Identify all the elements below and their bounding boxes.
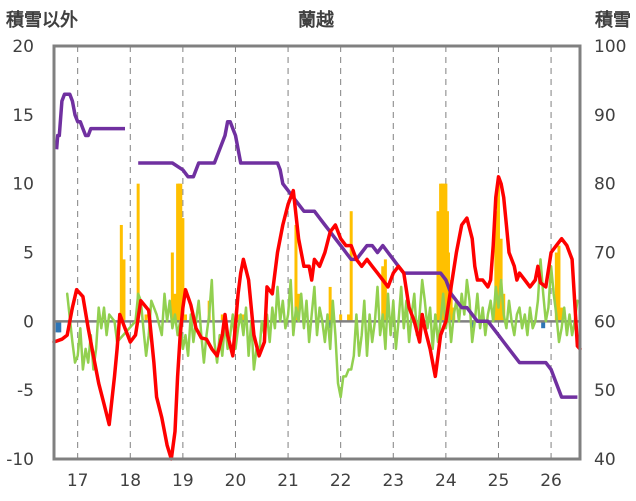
x-tick-label: 23 <box>382 471 404 491</box>
other-series-line <box>65 258 579 399</box>
negative-bar <box>328 321 333 329</box>
x-tick-label: 21 <box>277 471 299 491</box>
negative-bar <box>541 321 546 329</box>
precipitation-bar <box>557 245 561 322</box>
left-axis-label: 積雪以外 <box>5 9 78 31</box>
precipitation-bar <box>496 183 500 322</box>
right-axis-label: 積雪 <box>594 9 631 31</box>
x-tick-label: 19 <box>172 471 194 491</box>
precipitation-bar <box>328 286 332 322</box>
precipitation-bar <box>184 314 187 322</box>
negative-bar <box>57 321 62 333</box>
precipitation-bar <box>236 314 240 322</box>
precipitation-bar <box>294 224 298 322</box>
left-axis-ticks: -10 -5 0 5 10 15 20 <box>6 37 34 470</box>
precipitation-bar <box>381 266 385 322</box>
plot-frame <box>52 44 582 461</box>
precipitation-bar <box>179 183 183 322</box>
left-tick-label: 5 <box>23 244 34 264</box>
chart-title: 蘭越 <box>298 9 335 31</box>
x-tick-label: 17 <box>67 471 89 491</box>
x-tick-label: 26 <box>540 471 562 491</box>
precipitation-bar <box>181 218 185 322</box>
precipitation-bar <box>170 252 174 322</box>
right-tick-label: 80 <box>594 175 616 195</box>
precipitation-bar <box>436 211 440 322</box>
precipitation-bar <box>349 211 353 322</box>
precipitation-bar <box>297 293 301 322</box>
x-axis-ticks: 17 18 19 20 21 22 23 24 25 26 <box>67 471 562 491</box>
left-tick-label: -5 <box>17 381 34 401</box>
precipitation-bar <box>144 314 148 322</box>
right-axis-ticks: 40 50 60 70 80 90 100 <box>594 37 626 470</box>
precipitation-bar <box>173 293 177 322</box>
precipitation-bar <box>339 314 343 322</box>
left-tick-label: -10 <box>6 450 34 470</box>
right-tick-label: 100 <box>594 37 626 57</box>
precipitation-bar <box>449 280 453 322</box>
left-tick-label: 20 <box>12 37 34 57</box>
right-tick-label: 50 <box>594 381 616 401</box>
right-tick-label: 70 <box>594 244 616 264</box>
precipitation-bar <box>119 224 123 322</box>
snow-depth-line <box>54 92 578 399</box>
x-tick-label: 25 <box>488 471 510 491</box>
right-tick-label: 40 <box>594 450 616 470</box>
x-tick-label: 18 <box>119 471 141 491</box>
precipitation-bar <box>177 183 181 322</box>
x-tick-label: 24 <box>435 471 457 491</box>
left-tick-label: 0 <box>23 312 34 332</box>
x-tick-label: 22 <box>330 471 352 491</box>
precipitation-bar <box>554 252 558 322</box>
precipitation-bar <box>442 183 446 322</box>
temperature-line <box>52 175 582 461</box>
precipitation-bar <box>220 314 224 322</box>
right-tick-label: 90 <box>594 106 616 126</box>
precipitation-bar <box>136 183 140 322</box>
precipitation-bar <box>440 183 444 322</box>
precipitation-bar <box>560 307 564 322</box>
x-tick-label: 20 <box>225 471 247 491</box>
right-tick-label: 60 <box>594 312 616 332</box>
precipitation-bar <box>241 314 245 322</box>
left-tick-label: 10 <box>12 175 34 195</box>
precipitation-bar <box>439 183 443 322</box>
precipitation-bar <box>494 211 498 322</box>
precipitation-bar <box>347 314 351 322</box>
left-tick-label: 15 <box>12 106 34 126</box>
precipitation-bar <box>176 183 180 322</box>
gridlines <box>77 46 552 459</box>
precipitation-bar <box>383 259 387 322</box>
precipitation-bar <box>122 259 126 322</box>
precipitation-bar <box>444 183 448 322</box>
